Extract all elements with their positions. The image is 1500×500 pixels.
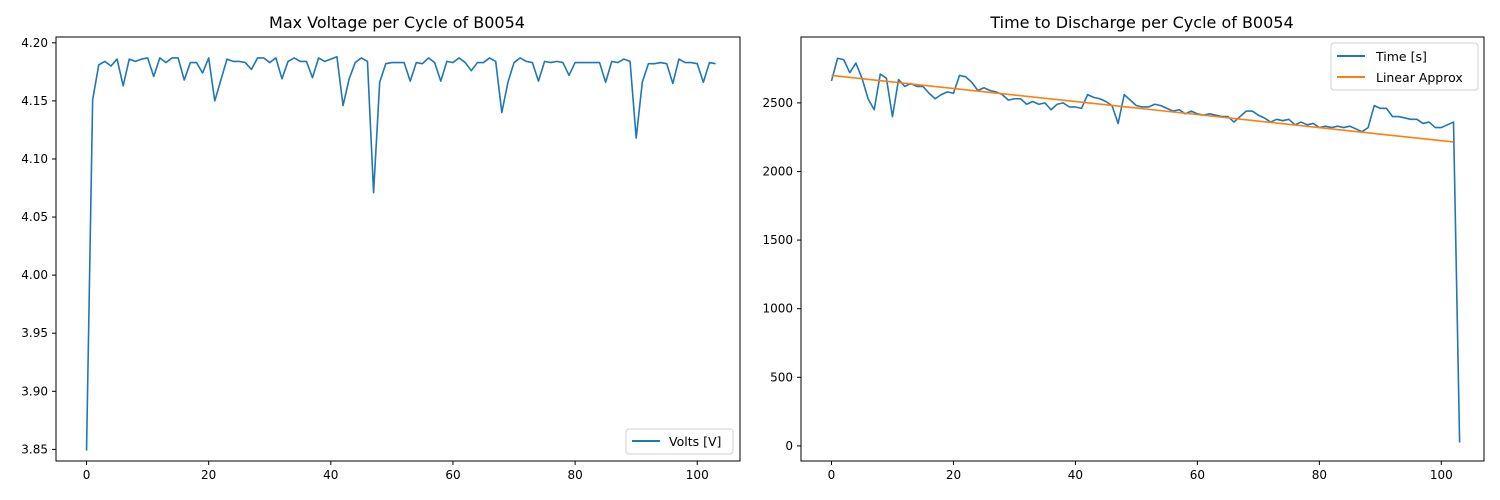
voltage-ytick-label: 3.85 [21,442,48,456]
discharge-legend-box [1330,42,1479,91]
voltage-ytick-label: 4.00 [21,268,48,282]
voltage-chart-lines [85,55,716,451]
voltage-ytick-label: 3.90 [21,384,48,398]
discharge-chart-frame [800,36,1485,462]
discharge-chart-title: Time to Discharge per Cycle of B0054 [989,13,1293,32]
discharge-xtick-label: 40 [1068,468,1083,482]
voltage-xtick-label: 0 [83,468,91,482]
voltage-xtick-label: 80 [567,468,582,482]
discharge-xtick-label: 100 [1430,468,1453,482]
discharge-ytick-label: 500 [770,370,793,384]
discharge-xtick-label: 20 [946,468,961,482]
voltage-legend-box [625,428,734,455]
voltage-chart-ticks: 0 20 40 60 80 100 3.85 3.90 3.95 4.00 4.05 4.10 4.15… [21,36,708,482]
discharge-chart-lines [830,57,1461,443]
voltage-xtick-label: 100 [686,468,709,482]
voltage-series-line-0 [85,55,716,451]
discharge-xtick-label: 0 [828,468,836,482]
voltage-ytick-label: 4.05 [21,210,48,224]
discharge-xtick-label: 80 [1312,468,1327,482]
discharge-ytick-label: 1500 [762,233,793,247]
voltage-chart-legend: Volts [V] [625,428,734,455]
voltage-ytick-label: 4.20 [21,36,48,50]
voltage-xtick-label: 20 [201,468,216,482]
discharge-chart-legend: Time [s] Linear Approx [1330,42,1479,91]
discharge-legend-label-time: Time [s] [1375,49,1427,64]
voltage-chart-frame [55,36,741,462]
discharge-xtick-label: 60 [1190,468,1205,482]
voltage-ytick-label: 3.95 [21,326,48,340]
voltage-chart-title: Max Voltage per Cycle of B0054 [269,13,525,32]
discharge-ytick-label: 2500 [762,96,793,110]
discharge-series-line-0 [830,57,1461,443]
voltage-ytick-label: 4.10 [21,152,48,166]
discharge-chart: Time to Discharge per Cycle of B0054 0 20… [762,13,1485,482]
voltage-legend-label: Volts [V] [669,434,721,449]
discharge-series-line-1 [831,74,1454,143]
voltage-chart: Max Voltage per Cycle of B0054 0 20 40 60 80… [21,13,741,482]
discharge-legend-label-linear: Linear Approx [1376,70,1463,85]
discharge-ytick-label: 1000 [762,302,793,316]
voltage-ytick-label: 4.15 [21,94,48,108]
voltage-xtick-label: 60 [445,468,460,482]
discharge-ytick-label: 0 [785,439,793,453]
discharge-ytick-label: 2000 [762,164,793,178]
voltage-xtick-label: 40 [323,468,338,482]
